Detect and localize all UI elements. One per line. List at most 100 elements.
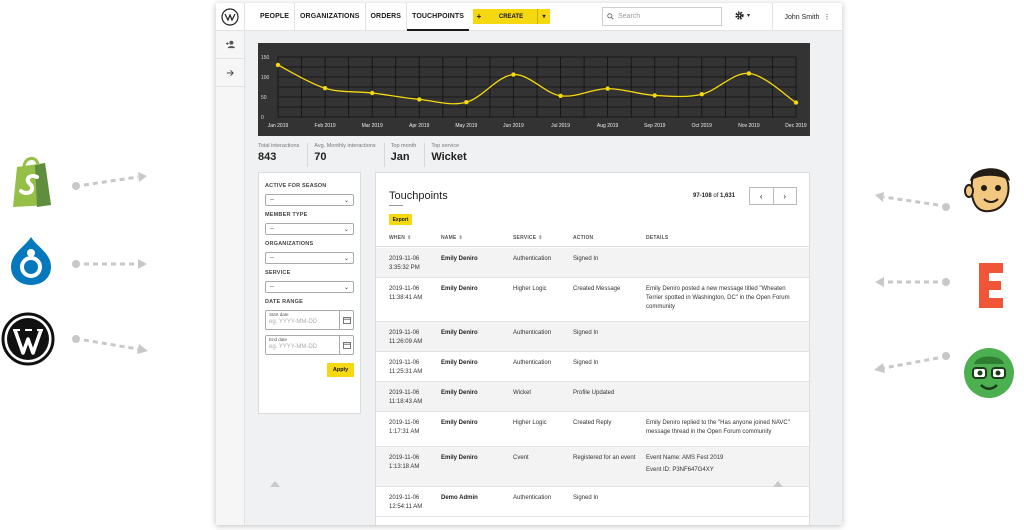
row-when: 2019-11-06 3:35:32 PM <box>389 256 420 271</box>
row-when: 2019-11-06 11:18:43 AM <box>389 390 423 405</box>
row-name[interactable]: Emily Deniro <box>441 455 478 461</box>
x-tick-label: Aug 2019 <box>597 123 619 129</box>
scroll-up-icon[interactable] <box>773 481 783 487</box>
stats-row: Total interactions 843 Avg. Monthly inte… <box>258 143 481 167</box>
row-when: 2019-11-06 1:17:31 AM <box>389 420 420 435</box>
data-point <box>511 72 516 77</box>
data-point <box>369 90 375 96</box>
line-chart-svg: 0 50 100 150 Jan 2019 Feb 2019 Mar 2019 Apr 201… <box>261 55 807 129</box>
end-date-placeholder: eg. YYYY-MM-DD <box>269 344 318 350</box>
brand-logo-icon[interactable] <box>216 3 245 31</box>
arrow-right-icon <box>226 69 234 76</box>
calendar-icon[interactable] <box>339 311 353 329</box>
expand-sidebar-button[interactable] <box>216 59 244 87</box>
table-row[interactable]: 2019-11-06 11:18:43 AM Emily Deniro Wicke… <box>376 382 809 412</box>
data-point <box>558 93 563 98</box>
end-date-field[interactable]: End date eg. YYYY-MM-DD <box>265 335 354 355</box>
service-select[interactable]: -- ⌄ <box>265 281 354 293</box>
arrow-in-eventbrite-icon <box>872 272 952 292</box>
row-name[interactable]: Emily Deniro <box>441 286 478 292</box>
nav-orders[interactable]: ORDERS <box>366 3 408 31</box>
x-tick-label: Mar 2019 <box>362 123 383 129</box>
user-menu[interactable]: John Smith ⋮ <box>772 3 842 31</box>
row-name[interactable]: Emily Deniro <box>441 256 478 262</box>
kebab-menu-icon: ⋮ <box>823 14 831 21</box>
stat-value: Wicket <box>431 151 467 163</box>
stat-total: Total interactions 843 <box>258 143 309 167</box>
create-button[interactable]: + CREATE ▾ <box>473 9 550 24</box>
user-name: John Smith <box>784 13 820 21</box>
export-button[interactable]: Export <box>389 214 412 225</box>
x-tick-label: Jul 2019 <box>551 123 570 129</box>
arrow-in-mailchimp-icon <box>872 190 952 211</box>
apply-button[interactable]: Apply <box>327 363 354 377</box>
row-name[interactable]: Demo Admin <box>441 495 478 501</box>
scroll-up-icon[interactable] <box>270 481 280 487</box>
row-service: Higher Logic <box>513 420 547 426</box>
stat-value: 70 <box>314 151 327 163</box>
nav-organizations[interactable]: ORGANIZATIONS <box>295 3 366 31</box>
touchpoints-chart: 0 50 100 150 Jan 2019 Feb 2019 Mar 2019 Apr 201… <box>258 43 810 136</box>
column-service[interactable]: SERVICE ⇕ <box>513 235 543 241</box>
row-action: Signed In <box>573 495 599 501</box>
column-name[interactable]: NAME ⇕ <box>441 235 463 241</box>
column-when[interactable]: WHEN ⇕ <box>389 235 411 241</box>
row-service: Authentication <box>513 360 552 366</box>
arrow-in-shopify-icon <box>70 172 150 192</box>
nav-touchpoints[interactable]: TOUCHPOINTS <box>407 3 469 31</box>
table-row[interactable]: 2019-11-06 3:35:32 PM Emily Deniro Authen… <box>376 248 809 278</box>
service-label: SERVICE <box>265 270 291 276</box>
next-page-button[interactable]: › <box>772 188 797 204</box>
main-nav: PEOPLE ORGANIZATIONS ORDERS TOUCHPOINTS … <box>255 3 550 31</box>
row-name[interactable]: Emily Deniro <box>441 420 478 426</box>
shopify-logo-icon <box>5 154 59 208</box>
series-line <box>277 64 797 105</box>
search-input[interactable]: Search <box>602 7 722 26</box>
arrow-in-cvent-icon <box>872 352 952 373</box>
top-navbar: PEOPLE ORGANIZATIONS ORDERS TOUCHPOINTS … <box>216 3 842 31</box>
add-person-icon <box>225 40 235 49</box>
table-row[interactable]: 2019-11-06 1:13:18 AM Emily Deniro Cvent … <box>376 447 809 487</box>
row-name[interactable]: Emily Deniro <box>441 360 478 366</box>
prev-page-button[interactable]: ‹ <box>759 191 763 201</box>
row-name[interactable]: Emily Deniro <box>441 390 478 396</box>
add-person-button[interactable] <box>216 31 244 59</box>
row-when: 2019-11-06 11:38:41 AM <box>389 286 423 301</box>
start-date-field[interactable]: Start date eg. YYYY-MM-DD <box>265 310 354 330</box>
plus-icon: + <box>476 12 482 21</box>
row-name[interactable]: Emily Deniro <box>441 330 478 336</box>
filters-panel: ACTIVE FOR SEASON -- ⌄ MEMBER TYPE -- ⌄ OR… <box>258 172 361 414</box>
create-dropdown-caret-icon[interactable]: ▾ <box>537 9 550 24</box>
table-row[interactable]: 2019-11-06 11:25:31 AM Emily Deniro Authe… <box>376 352 809 382</box>
table-row[interactable]: 2019-11-06 11:38:41 AM Emily Deniro Highe… <box>376 278 809 322</box>
season-select[interactable]: -- ⌄ <box>265 194 354 206</box>
column-action: ACTION <box>573 235 593 241</box>
end-date-label: End date <box>269 337 288 342</box>
stat-label: Top month <box>390 143 417 149</box>
row-when: 2019-11-06 1:13:18 AM <box>389 455 420 470</box>
wordpress-logo-icon <box>1 312 55 366</box>
row-service: Cvent <box>513 455 529 461</box>
row-service: Authentication <box>513 330 552 336</box>
settings-menu[interactable]: ▾ <box>734 10 750 21</box>
arrow-in-drupal-icon <box>70 254 150 274</box>
row-details: Emily Deniro posted a new message titled… <box>646 286 790 310</box>
table-row[interactable]: 2019-11-06 11:26:09 AM Emily Deniro Authe… <box>376 322 809 352</box>
left-sidebar <box>216 31 245 525</box>
range-value: 97-108 <box>693 193 712 199</box>
y-tick-label: 150 <box>261 55 270 61</box>
organizations-select[interactable]: -- ⌄ <box>265 252 354 264</box>
member-type-select[interactable]: -- ⌄ <box>265 223 354 235</box>
table-row[interactable]: 2019-11-06 1:17:31 AM Emily Deniro Higher… <box>376 412 809 447</box>
table-row[interactable]: 2019-11-06 12:54:11 AM Demo Admin Authent… <box>376 487 809 517</box>
data-point <box>322 86 328 91</box>
start-date-placeholder: eg. YYYY-MM-DD <box>269 319 318 325</box>
nav-people[interactable]: PEOPLE <box>255 3 295 31</box>
total-value: 1,631 <box>720 193 736 199</box>
x-tick-label: Jun 2019 <box>503 123 524 129</box>
column-details: DETAILS <box>646 235 668 241</box>
row-details: Emily Deniro replied to the "Has anyone … <box>646 420 790 435</box>
panel-title: Touchpoints <box>389 190 448 202</box>
calendar-icon[interactable] <box>339 336 353 354</box>
